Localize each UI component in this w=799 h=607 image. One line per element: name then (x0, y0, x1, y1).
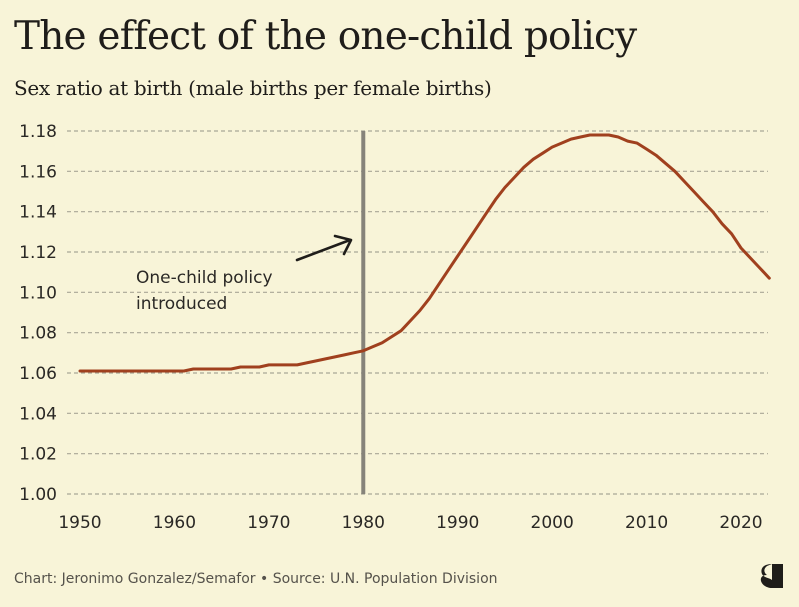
gridlines (67, 130, 768, 495)
y-tick-label: 1.04 (19, 404, 57, 424)
annotation: One-child policy introduced (136, 234, 353, 314)
y-tick-label: 1.08 (19, 324, 57, 344)
annotation-line-2: introduced (136, 294, 227, 314)
y-tick-label: 1.06 (19, 364, 57, 384)
y-tick-label: 1.02 (19, 445, 57, 465)
y-tick-label: 1.16 (19, 162, 57, 182)
y-tick-label: 1.14 (19, 203, 57, 223)
y-tick-label: 1.12 (19, 243, 57, 263)
x-tick-label: 2000 (531, 513, 574, 533)
chart-title: The effect of the one-child policy (14, 14, 637, 59)
x-tick-label: 1980 (342, 513, 385, 533)
x-tick-label: 2010 (625, 513, 668, 533)
annotation-arrow-icon (295, 234, 353, 262)
y-tick-label: 1.18 (19, 122, 57, 142)
annotation-line-1: One-child policy (136, 268, 273, 288)
semafor-logo-icon (760, 564, 783, 588)
chart-subtitle: Sex ratio at birth (male births per fema… (14, 76, 492, 100)
x-tick-label: 1990 (436, 513, 479, 533)
y-axis-tick-labels: 1.00 1.02 1.04 1.06 1.08 1.10 1.12 1.14 1.16 1.18 (19, 122, 57, 505)
x-axis-tick-labels: 1950 1960 1970 1980 1990 2000 2010 2020 (58, 513, 762, 533)
x-tick-label: 1950 (58, 513, 101, 533)
x-tick-label: 1960 (153, 513, 196, 533)
x-tick-label: 2020 (719, 513, 762, 533)
y-tick-label: 1.10 (19, 283, 57, 303)
x-tick-label: 1970 (247, 513, 290, 533)
chart-credit: Chart: Jeronimo Gonzalez/Semafor • Sourc… (14, 571, 498, 587)
y-tick-label: 1.00 (19, 485, 57, 505)
sex-ratio-line (78, 133, 771, 373)
